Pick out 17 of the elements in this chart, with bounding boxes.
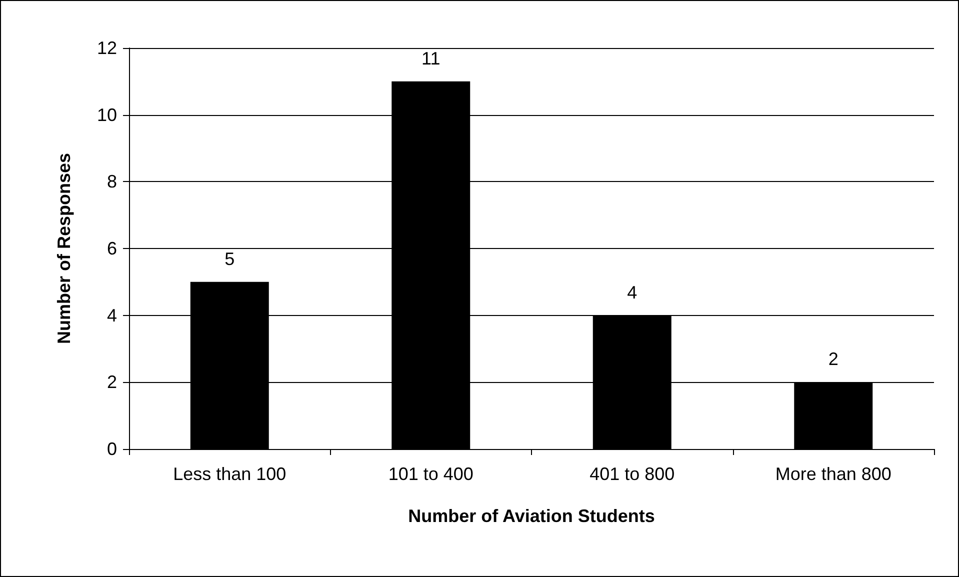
y-tick-label: 8: [106, 172, 117, 192]
x-tick-label: 101 to 400: [388, 464, 474, 484]
x-tick-label: More than 800: [775, 464, 892, 484]
data-label: 5: [224, 248, 235, 269]
y-tick-label: 10: [96, 104, 117, 125]
x-tick-label: 401 to 800: [590, 464, 675, 484]
y-tick-label: 0: [106, 439, 117, 459]
y-tick-label: 6: [106, 238, 117, 258]
data-label: 2: [828, 349, 838, 370]
data-label: 11: [422, 48, 440, 68]
x-tick-label: Less than 100: [173, 464, 286, 484]
data-label: 4: [627, 282, 638, 302]
y-tick-label: 2: [106, 372, 117, 392]
y-tick-label: 12: [96, 38, 117, 58]
y-axis-title: Number of Responses: [54, 152, 74, 344]
x-axis-title: Number of Aviation Students: [408, 506, 655, 526]
y-tick-label: 4: [106, 305, 117, 326]
